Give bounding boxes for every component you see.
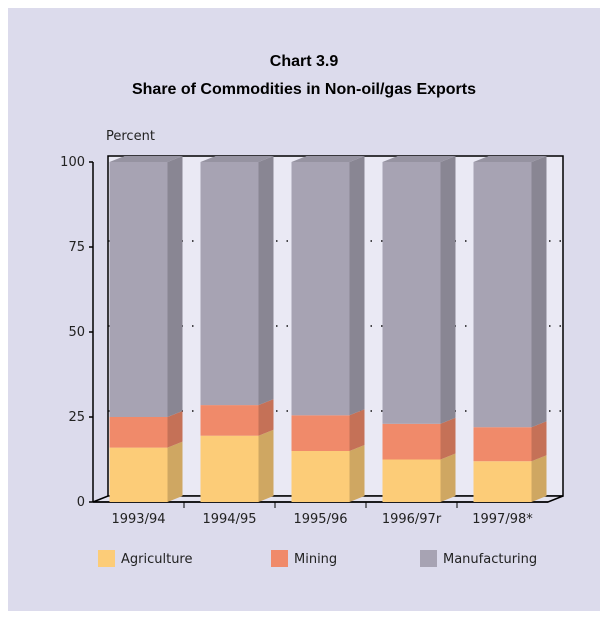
bar-front	[473, 461, 532, 502]
bar-segment-manufacturing	[109, 156, 183, 417]
bar-front	[109, 417, 168, 448]
bar-side	[167, 156, 183, 417]
bar-side	[440, 417, 456, 460]
bar-top	[200, 156, 274, 162]
x-tick-label: 1995/96	[293, 512, 347, 527]
y-tick-label: 0	[77, 495, 85, 510]
bar-top	[473, 156, 547, 162]
bar-segment-mining	[200, 399, 274, 436]
bar-side	[349, 409, 365, 451]
bar-segment-agriculture	[200, 429, 274, 502]
bar-front	[200, 405, 259, 436]
bar-side	[531, 421, 547, 462]
bar-side	[349, 156, 365, 416]
bar-segment-mining	[382, 417, 456, 460]
bar-segment-manufacturing	[473, 156, 547, 428]
bar-front	[473, 162, 532, 428]
bar-front	[200, 162, 259, 406]
legend-swatch-mining	[271, 550, 288, 567]
bar-side	[440, 156, 456, 424]
x-tick-label: 1996/97r	[382, 512, 442, 527]
x-tick-label: 1997/98*	[472, 512, 533, 527]
y-axis-label: Percent	[106, 129, 155, 144]
y-tick-label: 75	[68, 240, 85, 255]
legend-label-mining: Mining	[294, 552, 337, 567]
chart-subtitle: Share of Commodities in Non-oil/gas Expo…	[132, 81, 476, 98]
bar-front	[382, 162, 441, 424]
bar-front	[109, 447, 168, 502]
bar-side	[258, 429, 274, 502]
bar-front	[473, 427, 532, 462]
legend-label-manufacturing: Manufacturing	[443, 552, 537, 567]
bar-side	[531, 156, 547, 428]
bar-segment-manufacturing	[291, 156, 365, 416]
bar-front	[382, 459, 441, 502]
x-tick-label: 1993/94	[111, 512, 165, 527]
y-tick-label: 100	[60, 155, 85, 170]
bar-front	[291, 415, 350, 451]
bar-front	[109, 162, 168, 417]
legend-label-agriculture: Agriculture	[121, 552, 193, 567]
bar-side	[531, 455, 547, 502]
bar-segment-mining	[291, 409, 365, 451]
bar-segment-manufacturing	[200, 156, 274, 406]
y-tick-label: 25	[68, 410, 85, 425]
bar-front	[291, 162, 350, 416]
chart-title: Chart 3.9	[270, 53, 339, 70]
y-tick-label: 50	[68, 325, 85, 340]
bar-segment-mining	[473, 421, 547, 462]
bar-front	[291, 451, 350, 502]
bar-side	[167, 441, 183, 502]
bar-segment-agriculture	[291, 445, 365, 502]
bar-top	[382, 156, 456, 162]
bar-segment-agriculture	[382, 453, 456, 502]
bar-segment-manufacturing	[382, 156, 456, 424]
x-tick-label: 1994/95	[202, 512, 256, 527]
legend-swatch-agriculture	[98, 550, 115, 567]
bar-segment-agriculture	[473, 455, 547, 502]
legend-swatch-manufacturing	[420, 550, 437, 567]
bar-side	[167, 411, 183, 448]
bar-top	[109, 156, 183, 162]
bar-side	[349, 445, 365, 502]
bar-segment-agriculture	[109, 441, 183, 502]
bar-front	[200, 435, 259, 502]
bar-segment-mining	[109, 411, 183, 448]
bar-side	[258, 399, 274, 436]
bar-side	[258, 156, 274, 406]
bar-top	[291, 156, 365, 162]
bar-front	[382, 423, 441, 460]
bar-side	[440, 453, 456, 502]
